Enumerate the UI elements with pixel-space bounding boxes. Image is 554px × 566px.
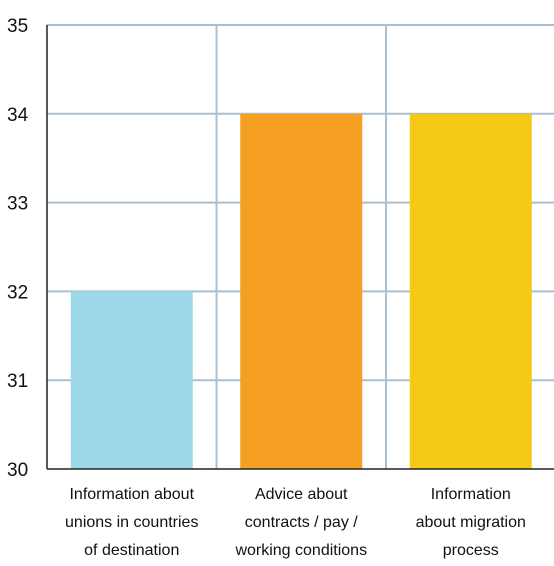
x-tick-label: Information about migration process [416,486,526,559]
y-tick-labels: 30 31 32 33 34 35 [7,16,29,481]
axes [46,25,554,470]
x-tick-label: Advice about contracts / pay / working con… [234,486,367,559]
bar-3 [409,113,532,470]
bar-1 [70,291,193,469]
y-tick-label: 33 [7,194,28,215]
x-tick-label: Information about unions in countries of d… [65,486,198,559]
y-tick-label: 34 [7,105,29,126]
y-tick-label: 32 [7,282,28,303]
bars [70,113,532,470]
y-tick-label: 31 [7,371,28,392]
y-tick-label: 35 [7,16,28,37]
y-tick-label: 30 [7,460,28,481]
x-tick-labels: Information about unions in countries of d… [65,486,526,559]
bar-2 [240,113,363,470]
